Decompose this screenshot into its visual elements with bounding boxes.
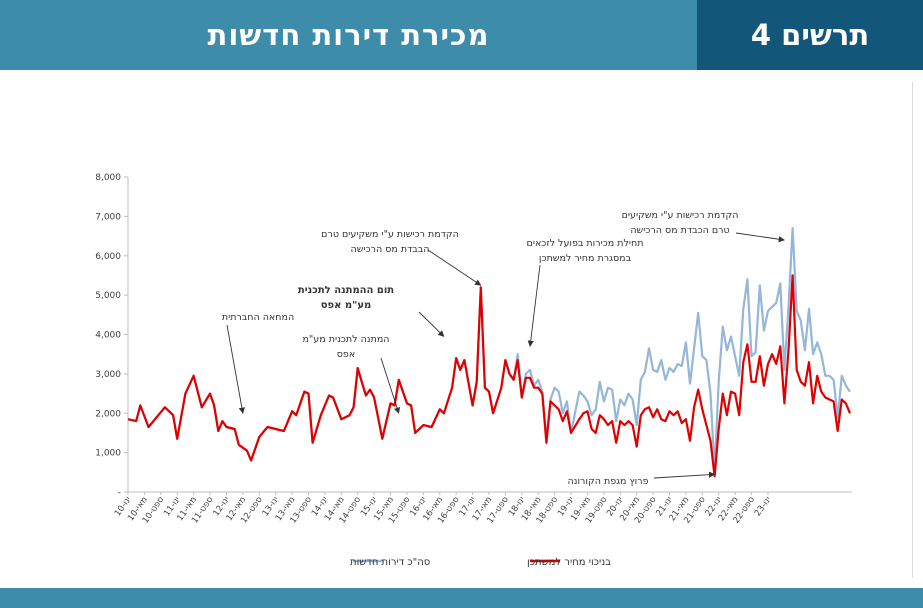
annotation-label: הקדמת רכישות ע"י משקיעים <box>622 210 739 221</box>
annotation-arrow <box>527 264 541 347</box>
y-tick-label: 5,000 <box>95 291 121 301</box>
y-tick-label: 4,000 <box>95 331 121 341</box>
page-title: מכירת דירות חדשות <box>207 18 490 52</box>
annotation-arrow <box>653 471 716 479</box>
legend-label-total: סה"כ דירות חדשות <box>350 557 430 568</box>
annotation-arrow <box>427 249 482 286</box>
y-tick-label: - <box>118 488 121 498</box>
y-tick-label: 8,000 <box>95 173 121 183</box>
x-tick-label: ינו-23 <box>753 495 774 518</box>
y-tick-label: 6,000 <box>95 252 121 262</box>
chart-frame-border <box>912 82 913 578</box>
y-tick-label: 3,000 <box>95 370 121 380</box>
legend-label-buyer-price: בניכוי מחיר למשתכן <box>527 557 611 568</box>
annotation-label: המתנה לתכנית מע"מ <box>302 334 389 345</box>
annotation-label: מע"מ אפס <box>321 300 371 311</box>
annotation-label: תחילת מכירות בפועל לזכאים <box>527 238 644 249</box>
annotation-label: הקדמת רכישות ע"י משקיעים טרם <box>321 229 459 240</box>
annotation-label: במסגרת מחיר למשתכן <box>539 253 632 264</box>
annotation-label: אפס <box>337 349 355 360</box>
figure-number: תרשים 4 <box>750 18 870 52</box>
annotation-label: פרוץ מגפת הקורונה <box>567 476 648 487</box>
y-tick-label: 1,000 <box>95 449 121 459</box>
header-title-bar: מכירת דירות חדשות <box>0 0 697 70</box>
y-tick-label: 2,000 <box>95 409 121 419</box>
series-line-1 <box>127 274 852 478</box>
annotation-arrow <box>226 324 245 414</box>
annotation-label: טרם הכבדת מס הרכישה <box>630 225 729 236</box>
annotation-label: המחאה החברתית <box>222 312 294 323</box>
annotation-label: תום ההמתנה לתכנית <box>298 285 394 296</box>
annotation-arrow <box>418 311 445 337</box>
annotation-arrow <box>735 232 785 243</box>
annotation-label: הבבדת מס הרכישה <box>351 244 430 255</box>
header-figure-bar: תרשים 4 <box>697 0 923 70</box>
y-tick-label: 7,000 <box>95 212 121 222</box>
annotation-arrow <box>380 357 401 414</box>
footer-bar <box>0 588 923 608</box>
